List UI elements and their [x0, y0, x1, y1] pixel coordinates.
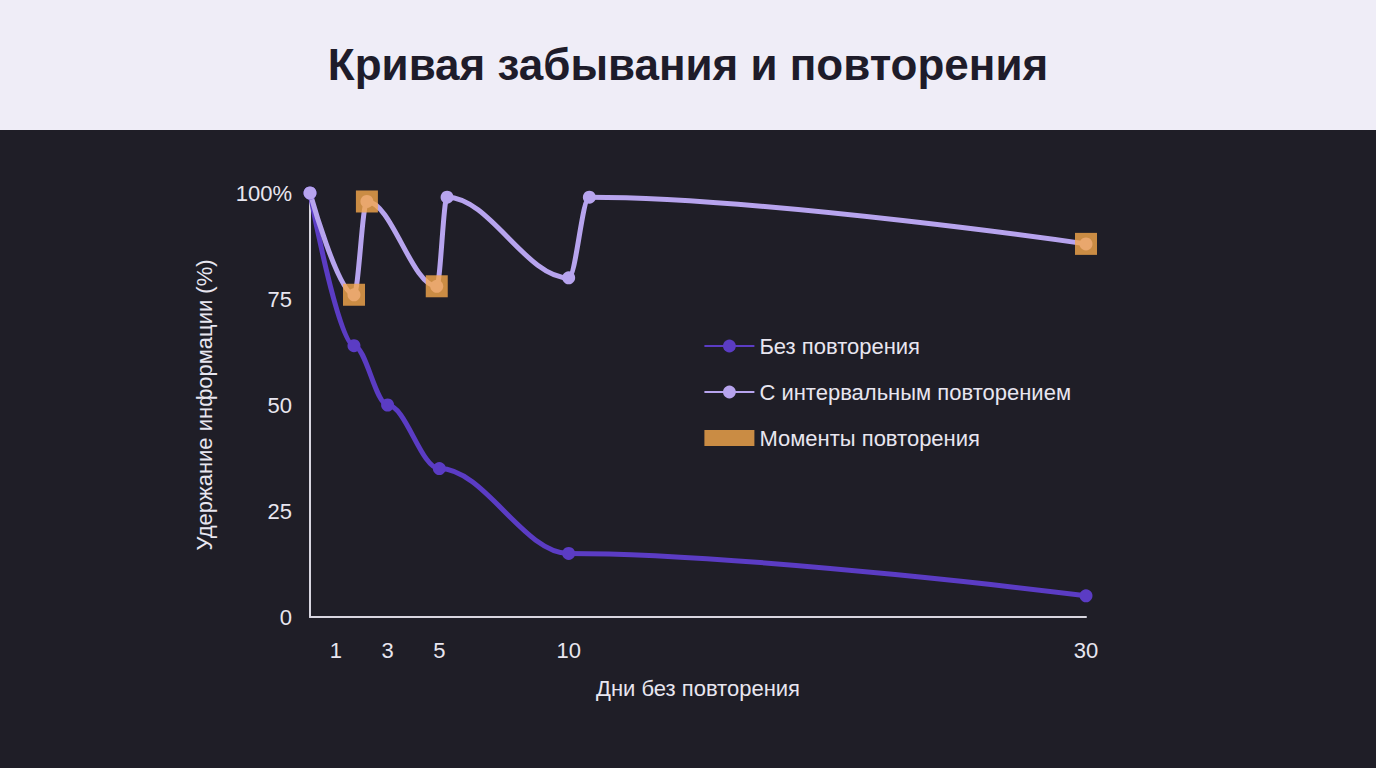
svg-text:Удержание информации (%): Удержание информации (%) — [192, 259, 217, 550]
svg-text:50: 50 — [268, 393, 292, 418]
svg-text:30: 30 — [1074, 638, 1098, 663]
svg-text:Моменты повторения: Моменты повторения — [759, 426, 980, 451]
html-text:Кривая забывания и повторения: Кривая забывания и повторения — [327, 40, 1049, 89]
svg-text:1: 1 — [330, 638, 342, 663]
svg-text:0: 0 — [280, 605, 292, 630]
svg-text:25: 25 — [268, 499, 292, 524]
svg-text:100%: 100% — [236, 181, 292, 206]
svg-text:Без повторения: Без повторения — [759, 334, 920, 359]
svg-text:Дни без повторения: Дни без повторения — [596, 676, 800, 701]
svg-text:10: 10 — [556, 638, 580, 663]
svg-text:5: 5 — [433, 638, 445, 663]
svg-text:75: 75 — [268, 287, 292, 312]
svg-text:С интервальным повторением: С интервальным повторением — [759, 380, 1071, 405]
svg-text:3: 3 — [381, 638, 393, 663]
